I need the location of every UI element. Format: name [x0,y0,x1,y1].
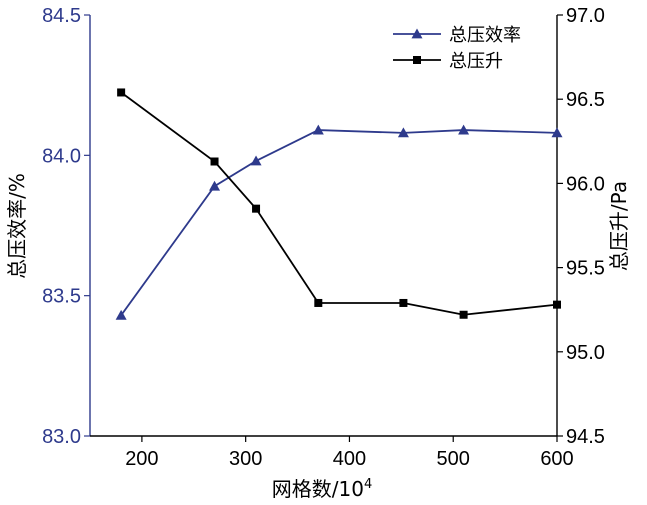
x-axis-label-superscript: 4 [364,477,372,492]
y-right-tick-label: 95.5 [566,258,605,280]
x-axis-label: 网格数/104 [272,477,372,501]
y-right-tick-label: 94.5 [566,426,605,448]
series-line-0 [120,129,558,316]
series-1-point [314,298,323,307]
x-tick-label: 500 [437,448,470,470]
axis-ticks: 200 300 400 500 600 83.0 83.5 84.0 84.5 94.5 95.0 9… [42,5,605,470]
series-0-point [250,155,262,166]
legend-label-1: 总压升 [449,51,503,72]
y-axis-right-label: 总压升/Pa [607,181,631,271]
series-1-point [399,298,408,307]
series-1-point [553,300,561,309]
series-0-point [458,124,470,135]
legend-label-0: 总压效率 [449,25,521,46]
y-right-tick-label: 95.0 [566,342,605,364]
x-tick-label: 200 [125,448,158,470]
series-line-1 [120,91,558,316]
series-0-point [209,180,221,191]
series-1-point [252,204,261,213]
y-left-tick-label: 84.5 [42,5,81,27]
x-tick-label: 300 [229,448,262,470]
y-left-tick-label: 84.0 [42,145,81,167]
series-1-point [459,310,468,319]
legend-marker-1 [413,56,421,64]
series-0-point [551,127,563,138]
x-tick-label: 600 [540,448,573,470]
y-left-tick-label: 83.0 [42,426,81,448]
series-0-point [312,124,324,135]
series-layer [115,88,563,320]
series-0-point [397,127,409,138]
y-axis-left-label: 总压效率/% [5,173,29,279]
x-tick-label: 400 [333,448,366,470]
plot-frame [89,15,558,437]
y-right-tick-label: 96.0 [566,173,605,195]
series-1-point [210,157,219,166]
y-left-tick-label: 83.5 [42,286,81,308]
y-right-tick-label: 96.5 [566,89,605,111]
x-axis-label-main: 网格数/10 [272,477,364,501]
series-0-point [115,309,127,320]
series-1-point [117,88,126,97]
legend-marker-0 [411,28,423,39]
y-right-tick-label: 97.0 [566,5,605,27]
